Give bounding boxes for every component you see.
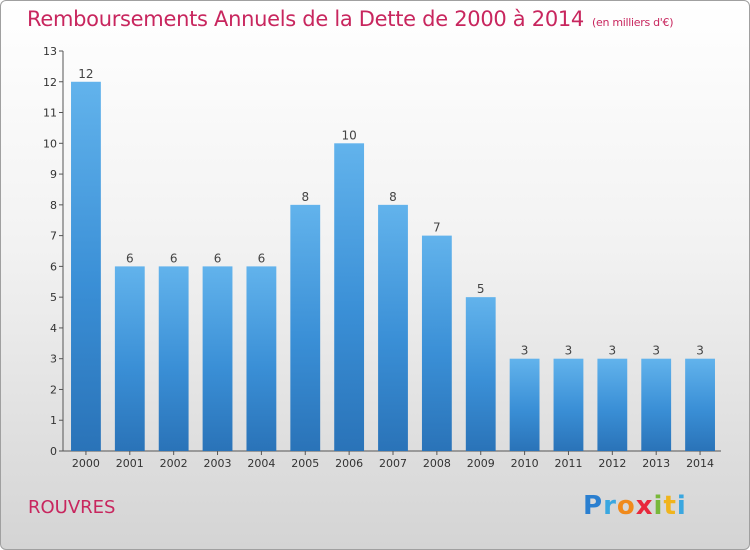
bar-2000 [71,81,101,452]
logo-letter: i [676,491,687,521]
y-tick-label: 8 [50,199,57,212]
logo-letter: r [603,491,617,521]
x-tick-label-2001: 2001 [116,457,144,470]
data-label-2004: 6 [258,251,266,265]
logo-letter: x [635,491,654,521]
logo-letter: o [616,491,636,521]
bar-2005 [290,204,321,451]
bar-2011 [553,358,584,451]
chart-title-text: Remboursements Annuels de la Dette de 20… [27,7,584,31]
bar-2004 [246,266,277,451]
logo-letter: t [663,491,677,521]
data-label-2009: 5 [477,282,485,296]
chart-bars: 12 6 6 6 6 8 10 8 7 5 3 3 3 3 3 [71,67,715,452]
y-tick-label: 11 [43,107,57,120]
y-tick-label: 13 [43,45,57,58]
data-label-2005: 8 [301,190,309,204]
data-label-2008: 7 [433,221,441,235]
x-tick-label-2012: 2012 [598,457,626,470]
x-tick-label-2008: 2008 [423,457,451,470]
bar-2003 [202,266,233,451]
data-label-2006: 10 [341,128,356,142]
chart-title: Remboursements Annuels de la Dette de 20… [27,7,727,31]
y-tick-label: 5 [50,291,57,304]
data-label-2012: 3 [609,344,617,358]
y-tick-label: 2 [50,383,57,396]
data-label-2011: 3 [565,344,573,358]
y-tick-label: 3 [50,353,57,366]
bar-2001 [114,266,145,451]
bar-2002 [158,266,189,451]
x-tick-label-2014: 2014 [686,457,714,470]
chart-subtitle: (en milliers d'€) [592,16,674,29]
y-tick-label: 7 [50,230,57,243]
x-tick-label-2004: 2004 [247,457,275,470]
x-tick-label-2003: 2003 [204,457,232,470]
x-tick-label-2002: 2002 [160,457,188,470]
x-tick-label-2013: 2013 [642,457,670,470]
data-label-2014: 3 [696,344,704,358]
data-label-2001: 6 [126,251,134,265]
bar-2008 [421,235,452,451]
bar-2006 [334,143,365,452]
y-tick-label: 4 [50,322,57,335]
x-tick-label-2005: 2005 [291,457,319,470]
data-label-2010: 3 [521,344,529,358]
x-tick-label-2006: 2006 [335,457,363,470]
x-tick-label-2011: 2011 [554,457,582,470]
bar-2007 [378,204,408,451]
bar-2014 [685,358,715,451]
bar-2009 [465,297,496,451]
y-tick-label: 1 [50,414,57,427]
y-tick-label: 0 [50,445,57,458]
data-label-2000: 12 [78,67,93,81]
data-label-2013: 3 [652,344,660,358]
commune-name: ROUVRES [28,497,116,518]
data-label-2003: 6 [214,251,222,265]
data-label-2007: 8 [389,190,397,204]
proxiti-logo[interactable]: Proxiti [583,491,687,521]
logo-letter: P [583,491,604,521]
y-tick-label: 10 [43,137,57,150]
bar-2012 [597,358,628,451]
x-tick-label-2010: 2010 [511,457,539,470]
y-tick-label: 12 [43,76,57,89]
y-tick-label: 6 [50,260,57,273]
data-label-2002: 6 [170,251,178,265]
x-tick-label-2000: 2000 [72,457,100,470]
x-tick-label-2007: 2007 [379,457,407,470]
bar-2010 [509,358,540,451]
bar-2013 [641,358,672,451]
logo-letter: i [653,491,664,521]
x-tick-label-2009: 2009 [467,457,495,470]
y-tick-label: 9 [50,168,57,181]
